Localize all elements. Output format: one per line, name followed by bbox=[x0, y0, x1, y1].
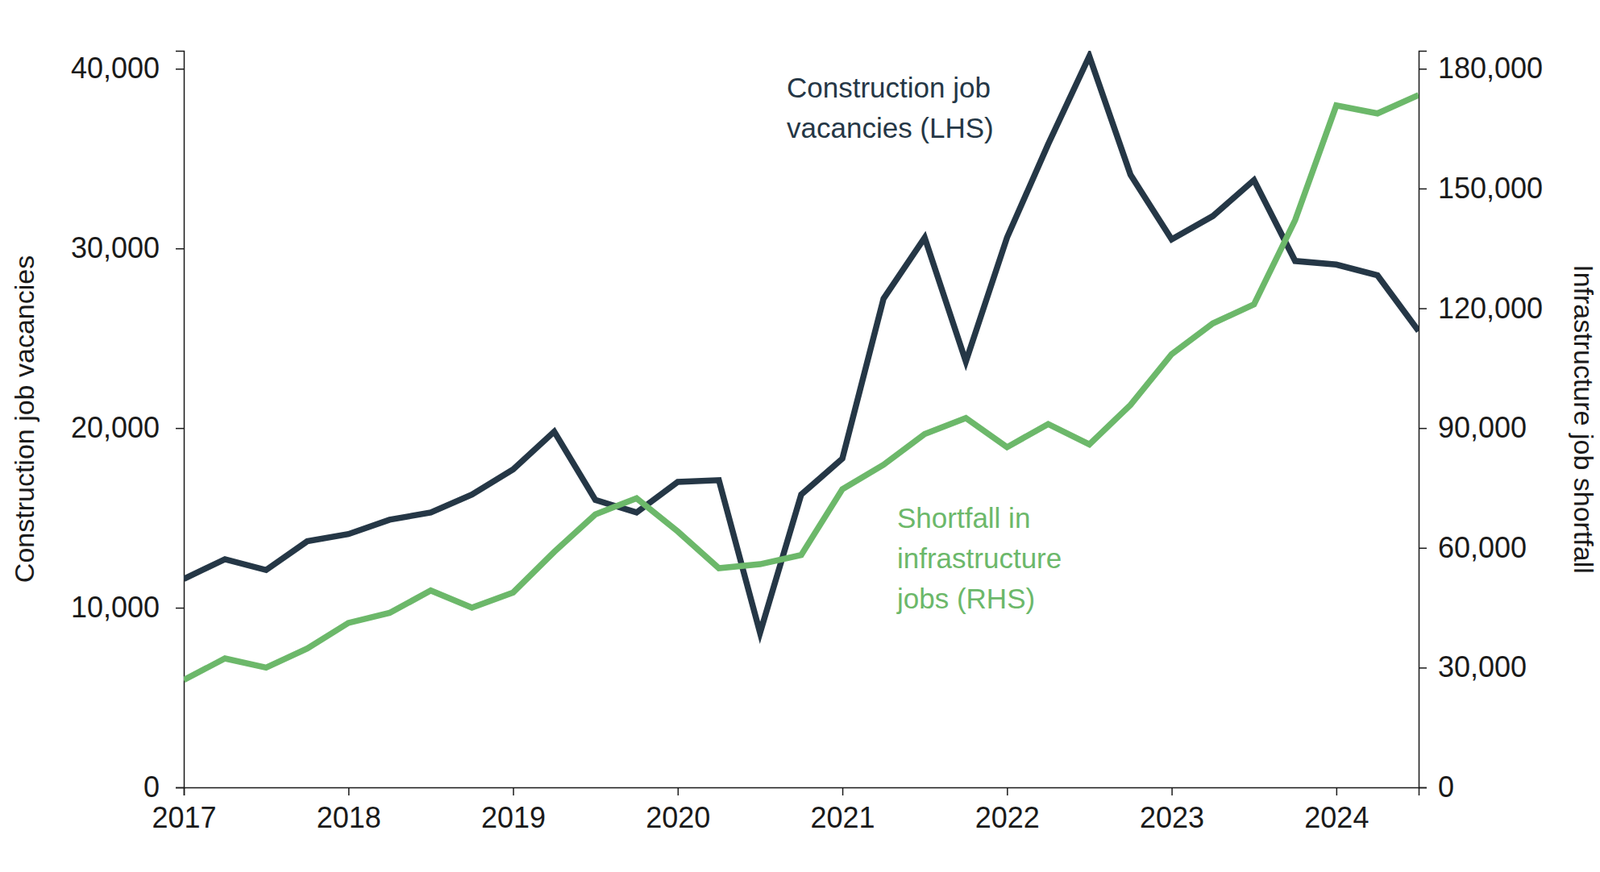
y-axis-tick-label: 0 bbox=[143, 770, 160, 804]
y2-axis-tick-mark bbox=[1418, 667, 1427, 670]
x-axis-tick-label: 2019 bbox=[481, 801, 546, 835]
y2-axis-tick-label: 0 bbox=[1437, 770, 1455, 804]
lines bbox=[183, 56, 1419, 681]
annotation: Shortfall in infrastructure jobs (RHS) bbox=[896, 502, 1062, 615]
y2-axis-tick: 180,000 bbox=[1418, 51, 1543, 85]
y-axis-line bbox=[175, 51, 185, 789]
x-axis-tick: 2023 bbox=[1139, 787, 1205, 835]
y2-axis-tick-label: 90,000 bbox=[1437, 411, 1527, 445]
annotation-line: Construction job bbox=[786, 71, 991, 104]
chart: 2017 2018 2019 2020 2021 2022 2023 2024 0 10,000 2… bbox=[0, 0, 1600, 872]
x-axis-tick-label: 2017 bbox=[151, 801, 217, 835]
x-axis-tick: 2024 bbox=[1304, 787, 1369, 835]
x-axis-tick-label: 2020 bbox=[645, 801, 711, 835]
x-axis-tick-mark bbox=[677, 787, 680, 796]
annotation-line: infrastructure bbox=[897, 542, 1062, 574]
x-axis-tick-label: 2024 bbox=[1304, 801, 1369, 835]
y2-axis-title: Infrastructure job shortfall bbox=[1568, 264, 1600, 574]
y-axis-tick-label: 10,000 bbox=[70, 590, 160, 624]
x-axis-tick: 2021 bbox=[810, 787, 876, 835]
y-axis-tick-mark bbox=[175, 607, 184, 610]
y-axis-tick: 40,000 bbox=[70, 51, 184, 85]
y2-axis-tick-label: 180,000 bbox=[1437, 51, 1543, 85]
plot: 2017 2018 2019 2020 2021 2022 2023 2024 0 10,000 2… bbox=[70, 51, 1543, 835]
series-line bbox=[183, 95, 1419, 681]
annotation-line: Shortfall in bbox=[897, 502, 1031, 534]
y-axis-tick-label: 40,000 bbox=[70, 51, 160, 85]
series-line bbox=[183, 56, 1419, 634]
y-axis: 0 10,000 20,000 30,000 40,000 bbox=[70, 51, 185, 805]
x-axis-tick: 2022 bbox=[975, 787, 1040, 835]
x-axis-tick-mark bbox=[512, 787, 515, 796]
x-axis-line bbox=[184, 788, 1420, 797]
y2-axis-tick: 0 bbox=[1418, 770, 1455, 804]
x-axis-tick-mark bbox=[1171, 787, 1173, 796]
x-axis-tick-label: 2021 bbox=[810, 801, 876, 835]
y2-axis-tick-label: 150,000 bbox=[1437, 171, 1543, 205]
y-axis-tick: 30,000 bbox=[70, 231, 184, 265]
y2-axis-tick: 150,000 bbox=[1418, 171, 1543, 205]
y2-axis-tick-mark bbox=[1418, 68, 1427, 71]
y2-axis-tick-mark bbox=[1418, 548, 1427, 550]
y-axis-tick-mark bbox=[175, 248, 184, 250]
x-axis-tick: 2020 bbox=[645, 787, 711, 835]
y2-axis-tick-label: 30,000 bbox=[1437, 650, 1527, 684]
x-axis-tick-mark bbox=[1006, 787, 1009, 796]
x-axis-tick: 2019 bbox=[481, 787, 546, 835]
y2-axis-tick: 120,000 bbox=[1418, 291, 1543, 325]
y2-axis-tick-mark bbox=[1418, 787, 1427, 790]
y2-axis-line bbox=[1419, 51, 1428, 789]
x-axis-tick-mark bbox=[348, 787, 350, 796]
y-axis-tick-label: 20,000 bbox=[70, 411, 160, 445]
x-axis-tick-mark bbox=[842, 787, 844, 796]
y2-axis: 0 30,000 60,000 90,000 120,000 150,000 180,000 bbox=[1418, 51, 1543, 805]
y-axis-tick-label: 30,000 bbox=[70, 231, 160, 265]
y-axis-tick-mark bbox=[175, 68, 184, 71]
annotation-line: jobs (RHS) bbox=[896, 582, 1035, 615]
y2-axis-tick-label: 120,000 bbox=[1437, 291, 1543, 325]
x-axis-tick-label: 2018 bbox=[316, 801, 382, 835]
x-axis-tick-label: 2022 bbox=[975, 801, 1040, 835]
x-axis-tick: 2017 bbox=[151, 787, 217, 835]
annotation: Construction job vacancies (LHS) bbox=[786, 71, 994, 144]
y-axis-tick: 20,000 bbox=[70, 411, 184, 445]
x-axis-tick-label: 2023 bbox=[1139, 801, 1205, 835]
y-axis-tick: 0 bbox=[143, 770, 184, 804]
y2-axis-tick-mark bbox=[1418, 307, 1427, 310]
x-axis-tick-mark bbox=[1336, 787, 1339, 796]
y2-axis-tick: 90,000 bbox=[1418, 411, 1527, 445]
y-axis-title: Construction job vacancies bbox=[8, 255, 40, 583]
y2-axis-tick-mark bbox=[1418, 428, 1427, 430]
annotation-line: vacancies (LHS) bbox=[786, 112, 994, 144]
y-axis-tick-mark bbox=[175, 428, 184, 430]
y2-axis-tick-mark bbox=[1418, 188, 1427, 191]
x-axis-tick-mark bbox=[183, 787, 186, 796]
y2-axis-tick: 30,000 bbox=[1418, 650, 1527, 684]
x-axis-tick: 2018 bbox=[316, 787, 382, 835]
y2-axis-tick: 60,000 bbox=[1418, 531, 1527, 565]
y-axis-tick: 10,000 bbox=[70, 590, 184, 624]
x-axis: 2017 2018 2019 2020 2021 2022 2023 2024 bbox=[151, 787, 1419, 835]
y2-axis-tick-label: 60,000 bbox=[1437, 531, 1527, 565]
y-axis-tick-mark bbox=[175, 787, 184, 790]
